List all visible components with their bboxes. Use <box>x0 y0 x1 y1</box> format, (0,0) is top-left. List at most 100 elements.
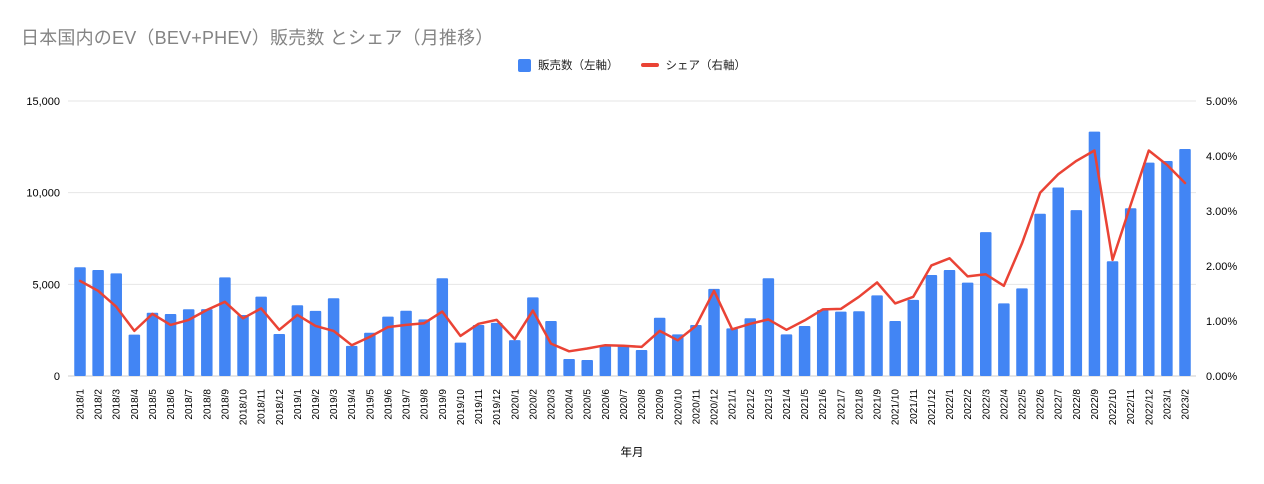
x-axis-tick-label: 2019/10 <box>456 389 467 426</box>
bar-2022/6 <box>1034 213 1046 376</box>
bar-2018/4 <box>128 334 141 376</box>
left-axis-tick-label: 5,000 <box>32 279 60 291</box>
x-axis-tick-label: 2020/5 <box>583 389 594 420</box>
x-axis-tick-label: 2018/7 <box>184 389 195 420</box>
bar-2018/9 <box>219 277 231 376</box>
x-axis-tick-label: 2020/3 <box>546 389 557 420</box>
bar-2022/12 <box>1143 162 1155 376</box>
share-series-swatch-icon <box>640 63 659 67</box>
bar-2020/3 <box>545 321 557 376</box>
right-axis-tick-label: 5.00% <box>1206 96 1237 108</box>
right-axis-tick-label: 4.00% <box>1206 151 1237 163</box>
bar-2018/10 <box>237 314 249 376</box>
x-axis-tick-label: 2018/9 <box>220 389 231 420</box>
y-axis-left-labels: 0 5,000 10,000 15,000 <box>26 96 60 383</box>
bar-2022/1 <box>943 270 956 376</box>
x-axis-tick-label: 2018/10 <box>239 389 250 426</box>
legend-item-sales: 販売数（左軸） <box>518 57 619 73</box>
x-axis-tick-label: 2018/4 <box>130 389 141 420</box>
bar-2018/11 <box>255 296 267 376</box>
bar-2019/4 <box>345 345 358 376</box>
x-axis-tick-label: 2018/8 <box>202 389 213 420</box>
bar-2021/10 <box>889 321 901 376</box>
x-axis-tick-label: 2019/2 <box>311 389 322 420</box>
left-axis-tick-label: 10,000 <box>26 188 60 200</box>
bar-2020/1 <box>509 340 521 376</box>
x-axis-tick-label: 2021/8 <box>854 389 865 420</box>
sales-series-swatch-icon <box>518 58 531 72</box>
bar-2018/6 <box>164 314 177 376</box>
x-axis-tick-label: 2021/1 <box>728 389 739 420</box>
x-axis-tick-label: 2021/3 <box>764 389 775 420</box>
bar-2019/3 <box>327 298 340 376</box>
bar-2022/11 <box>1124 208 1137 376</box>
bar-2018/7 <box>182 309 195 376</box>
x-axis-tick-label: 2022/3 <box>981 389 992 420</box>
bar-2021/11 <box>907 299 920 376</box>
x-axis-tick-label: 2018/12 <box>275 389 286 426</box>
bar-2020/11 <box>690 325 702 376</box>
bar-2021/9 <box>871 295 883 376</box>
share-line <box>78 149 1187 353</box>
bar-2022/8 <box>1070 210 1083 376</box>
bar-2021/4 <box>780 334 793 376</box>
x-axis-tick-label: 2021/12 <box>927 389 938 426</box>
bar-2020/6 <box>599 345 612 376</box>
x-axis-tick-label: 2019/7 <box>402 389 413 420</box>
x-axis-tick-label: 2020/10 <box>673 389 684 426</box>
right-axis-tick-label: 1.00% <box>1206 316 1237 328</box>
bar-2022/2 <box>961 282 974 376</box>
bar-2019/8 <box>418 319 430 376</box>
bar-2020/9 <box>653 317 666 376</box>
x-axis-tick-label: 2022/10 <box>1108 389 1119 426</box>
bar-2018/1 <box>74 267 86 376</box>
x-axis-tick-label: 2020/7 <box>619 389 630 420</box>
x-axis-tick-label: 2022/2 <box>963 389 974 420</box>
x-axis-tick-label: 2022/1 <box>945 389 956 420</box>
bar-2020/10 <box>672 334 684 376</box>
x-axis-tick-label: 2022/11 <box>1126 389 1137 425</box>
bar-2022/10 <box>1106 261 1119 376</box>
bar-2019/9 <box>436 278 449 376</box>
x-axis-title: 年月 <box>620 447 644 459</box>
x-axis-tick-label: 2022/12 <box>1144 389 1155 426</box>
x-axis-labels: 2018/1 2018/2 2018/3 2018/4 2018/5 2018/6 2018… <box>76 389 1192 426</box>
bar-2021/2 <box>744 318 757 376</box>
bar-2022/5 <box>1016 288 1028 376</box>
bar-2020/4 <box>563 358 575 376</box>
bar-2019/2 <box>309 310 322 376</box>
left-axis-tick-label: 15,000 <box>26 96 60 108</box>
x-axis-tick-label: 2021/5 <box>800 389 811 420</box>
legend-label-sales: 販売数（左軸） <box>538 60 619 72</box>
right-axis-tick-label: 0.00% <box>1206 371 1237 383</box>
x-axis-tick-label: 2022/7 <box>1054 389 1065 420</box>
x-axis-tick-label: 2021/11 <box>909 389 920 425</box>
x-axis-tick-label: 2022/6 <box>1036 389 1047 420</box>
x-axis-tick-label: 2018/11 <box>257 389 268 425</box>
x-axis-tick-label: 2019/9 <box>438 389 449 420</box>
bar-2019/1 <box>291 305 304 376</box>
left-axis-tick-label: 0 <box>54 371 60 383</box>
bar-2023/1 <box>1161 160 1173 376</box>
bar-2020/2 <box>527 297 539 376</box>
bar-2020/12 <box>708 288 720 376</box>
bar-2022/4 <box>998 303 1010 376</box>
x-axis-tick-label: 2018/1 <box>76 389 87 420</box>
x-axis-tick-label: 2020/11 <box>691 389 702 425</box>
x-axis-tick-label: 2021/4 <box>782 389 793 420</box>
bar-2018/12 <box>273 334 286 376</box>
x-axis-tick-label: 2019/12 <box>492 389 503 426</box>
x-axis-tick-label: 2022/4 <box>999 389 1010 420</box>
bar-2018/8 <box>201 309 213 376</box>
bar-2021/6 <box>816 310 829 376</box>
bar-2018/3 <box>110 273 122 376</box>
bar-2021/7 <box>835 311 847 376</box>
bar-2019/5 <box>364 332 376 376</box>
bar-2021/8 <box>853 311 865 376</box>
x-axis-tick-label: 2020/6 <box>601 389 612 420</box>
x-axis-tick-label: 2019/1 <box>293 389 304 420</box>
x-axis-tick-label: 2018/5 <box>148 389 159 420</box>
bar-2018/5 <box>146 312 159 376</box>
